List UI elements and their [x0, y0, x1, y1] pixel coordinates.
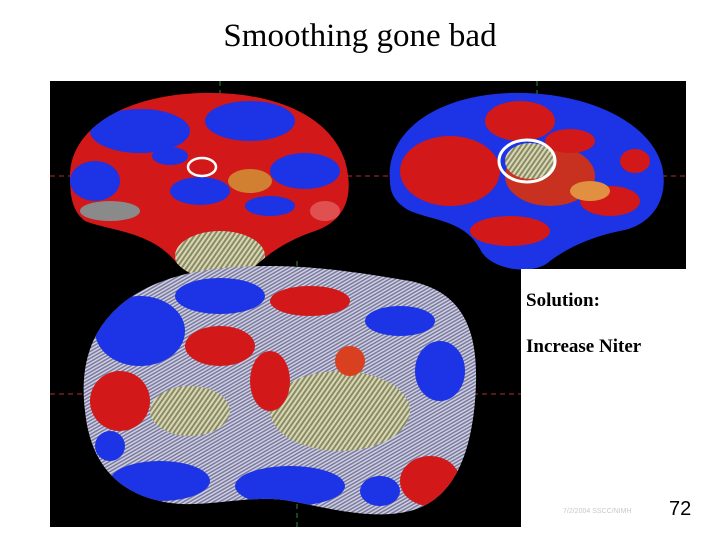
slide-footer: 7/2/2004 SSCC/NIMH	[563, 508, 632, 515]
brain-view-3	[83, 265, 477, 515]
brain-surface-graphic	[50, 81, 686, 527]
solution-label: Solution:	[526, 290, 600, 311]
highlight-circle-small	[186, 156, 218, 178]
brain-surface-figure	[50, 81, 686, 527]
brain-view-1	[70, 92, 349, 280]
brain-view-2	[389, 92, 664, 270]
solution-panel	[521, 269, 691, 529]
solution-action: Increase Niter	[526, 336, 642, 357]
slide-title: Smoothing gone bad	[223, 18, 497, 54]
page-number: 72	[669, 498, 692, 520]
highlight-circle-large	[497, 138, 557, 184]
